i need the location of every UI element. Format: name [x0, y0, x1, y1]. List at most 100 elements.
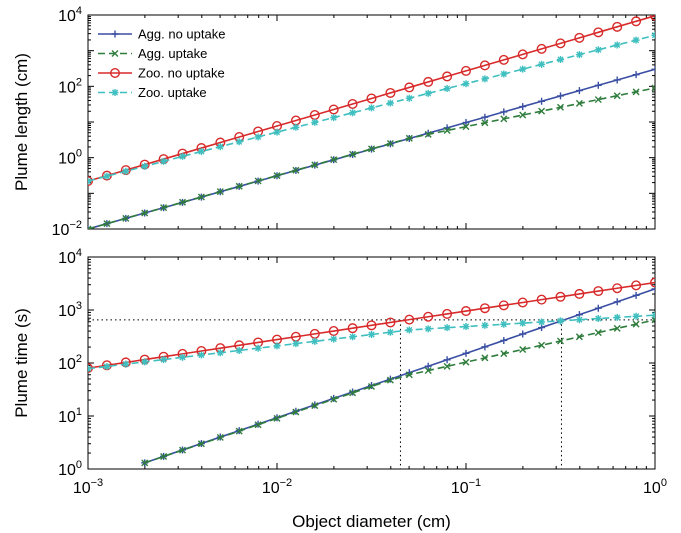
legend-item: Zoo. uptake [98, 85, 207, 100]
data-point [443, 126, 451, 134]
data-point [632, 312, 640, 320]
y-tick-label: 102 [58, 353, 82, 373]
data-point [594, 46, 602, 54]
data-point [538, 318, 546, 326]
data-point [593, 27, 604, 38]
top-panel: 10−2 100 102 104 Plume length (cm) Agg. no up… [12, 5, 656, 239]
plot-area [88, 15, 655, 229]
data-point [632, 291, 640, 299]
data-point [481, 119, 489, 127]
data-point [368, 331, 375, 339]
data-point [557, 103, 564, 111]
data-point [632, 88, 640, 96]
y-tick-label: 104 [58, 247, 82, 267]
x-tick-label: 100 [643, 477, 667, 497]
data-point [651, 65, 655, 73]
data-point [500, 115, 508, 123]
data-point [386, 328, 394, 336]
data-point [368, 145, 375, 153]
data-point [292, 123, 300, 131]
data-point [594, 96, 602, 104]
y-tick-label: 104 [58, 5, 82, 25]
data-point [216, 433, 224, 441]
data-point [103, 362, 111, 370]
series-zoo-uptake [88, 311, 655, 373]
data-point [122, 167, 130, 175]
data-point [254, 344, 262, 352]
data-point [160, 204, 168, 212]
data-point [462, 323, 470, 331]
data-point [423, 76, 434, 87]
data-point [500, 70, 508, 78]
data-point [405, 371, 413, 379]
data-point [141, 459, 149, 467]
data-point [612, 21, 623, 32]
data-point [443, 356, 451, 364]
data-point [519, 111, 527, 119]
data-point [632, 71, 640, 79]
data-point [385, 87, 396, 98]
data-point [235, 427, 243, 435]
data-point [536, 43, 547, 54]
data-point [538, 107, 546, 115]
axis-ticks [87, 14, 656, 230]
data-point [462, 123, 470, 131]
data-point [179, 353, 186, 361]
data-point [651, 285, 655, 293]
data-point [651, 311, 655, 319]
data-point [311, 118, 319, 126]
data-point [216, 349, 224, 357]
data-point [575, 87, 583, 95]
bottom-panel: 100 101 102 103 104 10−3 10−2 10−1 100 Plume time… [12, 247, 667, 531]
data-point [594, 329, 602, 337]
data-point [235, 182, 243, 190]
data-point [254, 421, 262, 429]
data-point [594, 315, 602, 323]
data-point [349, 333, 357, 341]
data-point [650, 15, 655, 21]
data-point [122, 214, 130, 222]
data-point [386, 99, 394, 107]
y-tick-label: 103 [58, 300, 82, 320]
data-point [500, 108, 508, 116]
data-point [273, 414, 281, 422]
series-line [144, 319, 655, 464]
data-point [519, 65, 527, 73]
data-point [405, 326, 413, 334]
data-point [498, 54, 509, 65]
data-point [424, 130, 432, 138]
data-point [575, 51, 583, 59]
data-point [538, 97, 546, 105]
data-point [179, 446, 186, 454]
data-point [557, 55, 564, 63]
data-point [292, 166, 300, 174]
axis-ticks [87, 256, 656, 470]
series-line [88, 314, 655, 370]
data-point [216, 188, 224, 196]
data-point [328, 104, 339, 115]
data-point [613, 298, 621, 306]
data-point [235, 138, 243, 146]
data-point [479, 303, 490, 314]
data-point [519, 103, 527, 111]
data-point [557, 337, 564, 345]
data-point [386, 140, 394, 148]
legend-label: Agg. no uptake [138, 27, 225, 42]
data-point [574, 288, 585, 299]
data-point [481, 343, 489, 351]
data-point [632, 320, 640, 328]
data-point [613, 41, 621, 49]
data-point [443, 324, 451, 332]
data-point [651, 31, 655, 39]
legend-item: Agg. uptake [98, 46, 207, 61]
data-point [517, 49, 528, 60]
data-point [405, 94, 413, 102]
data-point [88, 225, 92, 229]
data-point [651, 84, 655, 92]
data-point [519, 319, 527, 327]
data-point [593, 286, 604, 297]
data-point [517, 297, 528, 308]
data-point [574, 32, 585, 43]
data-point [405, 134, 413, 142]
data-point [555, 291, 566, 302]
